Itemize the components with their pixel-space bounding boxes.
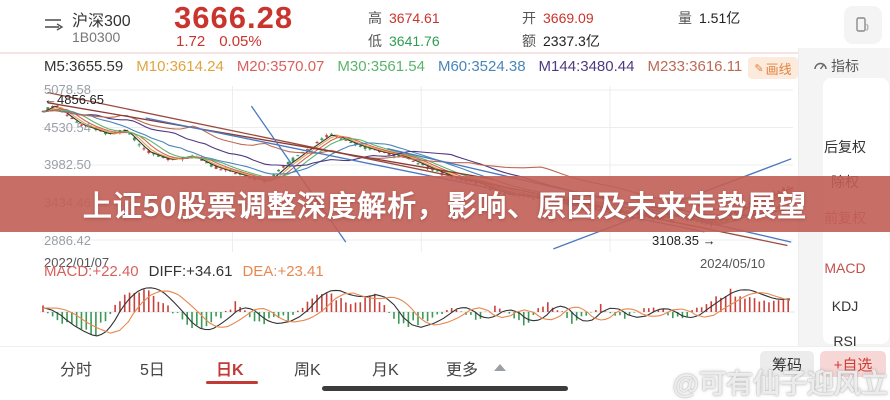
tab-daily-k[interactable]: 日K [216,362,244,379]
rotate-screen-button[interactable] [844,6,882,44]
x-axis-end-date: 2024/05/10 [700,256,766,271]
tab-weekly-k[interactable]: 周K [294,362,321,379]
price-change: 1.72 0.05% [176,33,276,50]
stock-name: 沪深300 [72,13,131,30]
tab-more[interactable]: 更多 [446,362,479,379]
period-tab-bar: 分时 5日 日K 周K 月K 更多 筹码 +自选 [0,346,890,400]
chip-distribution-button[interactable]: 筹码 [760,351,814,377]
ma60-value: M60:3524.38 [437,58,526,75]
ma10-value: M10:3614.24 [136,58,224,75]
ma144-value: M144:3480.44 [538,58,635,75]
sidebar-item-macd[interactable]: MACD [824,260,866,276]
tab-5day[interactable]: 5日 [140,362,165,379]
pencil-icon: ✎ [754,62,764,75]
active-tab-underline [206,381,258,384]
x-axis-start-date: 2022/01/07 [44,255,110,270]
ma20-value: M20:3570.07 [236,58,325,75]
stat-low: 低 3641.76 [368,33,440,49]
arrow-right-icon: → [702,233,716,248]
stat-open: 开 3669.09 [522,10,594,26]
gauge-icon [814,62,827,69]
watermark: @可有仙子迎风立 [644,362,888,400]
article-title-banner: 上证50股票调整深度解析，影响、原因及未来走势展望 [0,176,890,232]
menu-icon[interactable] [42,13,64,37]
ma30-value: M30:3561.54 [337,58,425,75]
change-pct: 0.05% [219,33,262,50]
macd-chart[interactable] [40,283,795,345]
macd-value: MACD:+22.40 [44,263,139,280]
diff-value: DIFF:+34.61 [148,263,233,280]
draw-line-button[interactable]: ✎ 画线 [748,57,798,79]
max-price-annotation: ←4856.65 [44,92,104,107]
home-indicator [322,386,568,391]
min-price-annotation: 3108.35 → [652,233,716,248]
sidebar-item-rsi[interactable]: RSI [833,333,857,349]
rotate-screen-icon [856,17,869,32]
y-axis-label: 5078.58 [44,82,91,97]
change-abs: 1.72 [176,33,206,50]
stock-code: 1B0300 [72,29,121,45]
header-divider [0,52,890,54]
ma-legend: M5:3655.59 M10:3614.24 M20:3570.07 M30:3561… [44,58,755,75]
indicator-header[interactable]: 指标 [813,56,859,76]
stat-high: 高 3674.61 [368,10,440,26]
arrow-left-icon: ← [44,92,57,107]
sidebar-item-kdj[interactable]: KDJ [831,298,859,314]
dea-value: DEA:+23.41 [242,263,324,280]
y-axis-label: 3982.50 [44,157,91,172]
weibo-icon [645,369,670,393]
macd-legend: MACD:+22.40 DIFF:+34.61 DEA:+23.41 [44,263,334,280]
y-axis-label: 2886.42 [44,233,91,248]
last-price: 3666.28 [174,0,294,35]
stat-volume: 量 1.51亿 [678,10,741,26]
ma233-value: M233:3616.11 [647,58,743,75]
watermark-text: @可有仙子迎风立 [672,369,888,399]
tab-monthly-k[interactable]: 月K [372,362,399,379]
y-axis-label: 4530.54 [44,120,91,135]
sidebar-item-houfuquan[interactable]: 后复权 [824,139,866,155]
add-watchlist-button[interactable]: +自选 [820,351,886,377]
ma5-value: M5:3655.59 [44,58,124,75]
article-title: 上证50股票调整深度解析，影响、原因及未来走势展望 [82,191,808,223]
chevron-up-icon[interactable] [494,364,506,371]
tab-fenshi[interactable]: 分时 [60,362,93,379]
stat-turnover: 额 2337.3亿 [522,33,600,49]
